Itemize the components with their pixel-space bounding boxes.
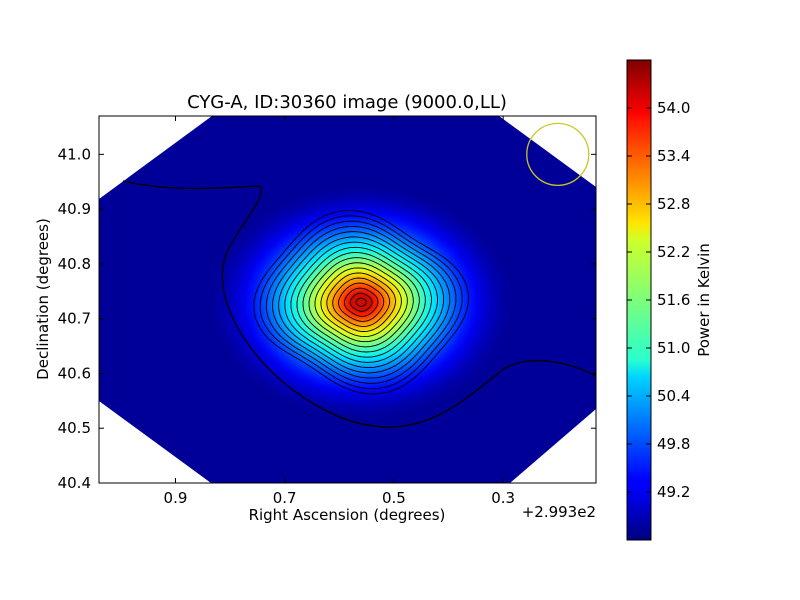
colorbar-ticks: 49.2 49.8 50.4 51.0 51.6 52.2 52.8 53.4 54.0	[627, 99, 690, 501]
colorbar-tick-label: 49.2	[657, 483, 690, 501]
colorbar-tick-label: 49.8	[657, 435, 690, 453]
emission-band	[295, 251, 427, 354]
emission-band	[298, 253, 425, 352]
emission-band	[213, 187, 510, 417]
emission-band	[203, 180, 520, 425]
y-tick-label: 40.9	[58, 200, 91, 218]
emission-band	[210, 185, 512, 419]
x-axis-ticks: 0.9 0.7 0.5 0.3	[164, 116, 515, 507]
emission-band	[285, 243, 437, 361]
emission-band	[265, 228, 457, 377]
x-tick-label: 0.9	[164, 489, 188, 507]
chart-title: CYG-A, ID:30360 image (9000.0,LL)	[187, 92, 507, 113]
contour-line	[314, 262, 408, 343]
colorbar-tick-label: 52.2	[657, 243, 690, 261]
contour-line	[355, 297, 367, 307]
emission-band	[308, 260, 415, 344]
contour-line	[278, 231, 445, 374]
contour-line	[326, 272, 396, 332]
emission-band	[335, 281, 387, 323]
x-tick-label: 0.7	[273, 489, 297, 507]
colorbar: 49.2 49.8 50.4 51.0 51.6 52.2 52.8 53.4 54.0 Pow…	[626, 59, 713, 541]
contour-line	[265, 220, 457, 384]
colorbar-tick-label: 51.0	[657, 339, 690, 357]
contour-line	[253, 209, 469, 395]
emission-band	[293, 249, 430, 356]
colorbar-tick-label: 52.8	[657, 195, 690, 213]
emission-band	[348, 291, 375, 314]
emission-band	[343, 287, 380, 317]
contour-line	[284, 236, 438, 369]
x-offset-label: +2.993e2	[522, 503, 596, 521]
contour-line	[308, 257, 414, 348]
emission-band	[235, 205, 487, 400]
contour-line	[349, 292, 373, 312]
colorbar-tick-label: 51.6	[657, 291, 690, 309]
y-axis-ticks: 41.0 40.9 40.8 40.7 40.6 40.5 40.4	[58, 145, 596, 492]
heatmap	[99, 116, 596, 483]
emission-band	[315, 266, 407, 338]
y-tick-label: 40.4	[58, 474, 91, 492]
colorbar-label: Power in Kelvin	[695, 243, 713, 357]
y-tick-label: 40.8	[58, 255, 91, 273]
emission-band	[263, 226, 460, 379]
contour-line	[272, 225, 451, 379]
emission-band	[350, 293, 372, 312]
emission-band	[205, 182, 517, 423]
contour-line	[302, 251, 420, 353]
emission-band	[220, 193, 502, 411]
emission-band	[258, 222, 465, 383]
contour-line	[338, 282, 385, 322]
emission-band	[228, 199, 495, 406]
contour-line	[259, 215, 463, 390]
colorbar-tick-label: 53.4	[657, 147, 690, 165]
contour-line	[296, 246, 426, 358]
plot-frame	[98, 115, 597, 484]
emission-band	[278, 237, 445, 367]
emission-band	[325, 274, 397, 331]
x-axis-label: Right Ascension (degrees)	[249, 506, 446, 524]
colorbar-tick-label: 50.4	[657, 387, 690, 405]
emission-band	[208, 184, 515, 421]
emission-band	[218, 191, 505, 413]
y-tick-label: 41.0	[58, 145, 91, 163]
emission-band	[243, 210, 480, 394]
contour-line	[320, 267, 402, 338]
beam-circle	[526, 122, 590, 186]
sky-footprint	[99, 116, 596, 483]
contour-line	[343, 287, 379, 317]
emission-band	[318, 268, 405, 337]
emission-band	[333, 279, 390, 325]
y-axis-label: Declination (degrees)	[34, 218, 52, 380]
emission-band	[250, 216, 472, 388]
contour-lines	[122, 180, 596, 428]
emission-band	[225, 197, 497, 407]
contour-line-outer	[122, 180, 596, 428]
emission-band	[310, 262, 412, 342]
emission-band	[300, 254, 422, 350]
emission-band	[328, 276, 395, 329]
y-tick-label: 40.6	[58, 364, 91, 382]
contour-line	[290, 241, 432, 363]
emission-band	[303, 256, 420, 348]
y-tick-label: 40.5	[58, 419, 91, 437]
x-tick-label: 0.3	[491, 489, 515, 507]
contour-line	[332, 277, 391, 327]
plot-area	[98, 115, 597, 484]
emission-band	[255, 220, 467, 384]
colorbar-tick-label: 54.0	[657, 99, 690, 117]
emission-band	[320, 270, 402, 335]
y-tick-label: 40.7	[58, 310, 91, 328]
emission-band	[340, 285, 382, 319]
emission-band	[270, 231, 452, 373]
x-tick-label: 0.5	[382, 489, 406, 507]
